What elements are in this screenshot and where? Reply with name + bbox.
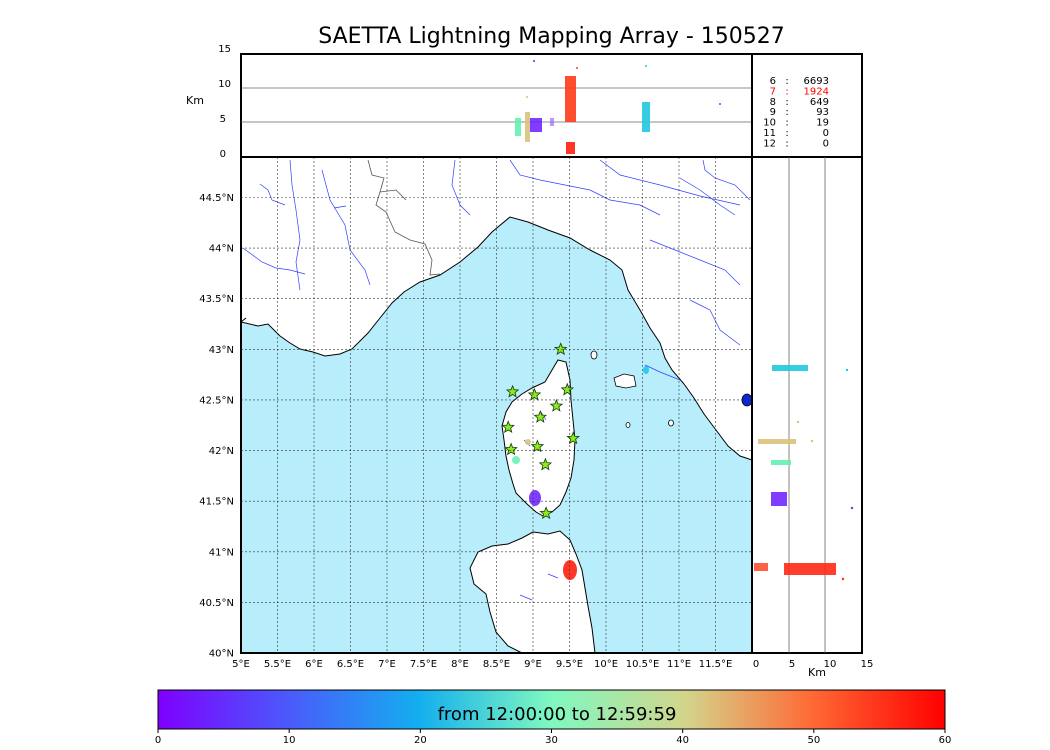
count-value: 19 — [816, 118, 829, 129]
count-separator: : — [785, 86, 788, 97]
lat-label: 43.5°N — [199, 294, 234, 305]
count-label: 6 — [770, 76, 776, 87]
count-separator: : — [785, 107, 788, 118]
colorbar-tick: 30 — [545, 735, 558, 746]
lon-label: 10.5°E — [626, 659, 660, 670]
graticule — [241, 157, 752, 653]
top-ylabel: Km — [186, 94, 204, 107]
lon-label: 6°E — [305, 659, 323, 670]
colorbar-tick: 50 — [807, 735, 820, 746]
station-star-icon — [539, 506, 553, 520]
map-panel: 44.5°N 44°N 43.5°N 43°N 42.5°N 42°N 41.5°N 41°N… — [199, 156, 753, 670]
count-label: 9 — [770, 107, 776, 118]
count-value: 649 — [810, 97, 829, 108]
lat-label: 43°N — [209, 345, 234, 356]
count-value: 0 — [823, 138, 829, 149]
count-label: 12 — [763, 138, 776, 149]
lon-label: 5.5°E — [264, 659, 291, 670]
count-separator: : — [785, 128, 788, 139]
count-separator: : — [785, 138, 788, 149]
ytick-15: 15 — [218, 44, 231, 55]
side-xtick-10: 10 — [824, 659, 837, 670]
lon-label: 10°E — [594, 659, 618, 670]
station-star-icon — [553, 342, 568, 356]
count-label: 10 — [763, 118, 776, 129]
lon-label: 7.5°E — [410, 659, 437, 670]
longitude-labels: 5°E 5.5°E 6°E 6.5°E 7°E 7.5°E 8°E 8.5°E 9°E 9.5°E… — [232, 659, 732, 670]
side-xlabel: Km — [808, 666, 826, 679]
lma-stations — [501, 342, 580, 520]
station-star-icon — [538, 457, 553, 471]
station-star-icon — [549, 398, 564, 412]
lat-label: 44.5°N — [199, 193, 234, 204]
lon-label: 11°E — [667, 659, 691, 670]
colorbar-tick: 40 — [676, 735, 689, 746]
lat-label: 40°N — [209, 649, 234, 660]
lon-label: 9°E — [524, 659, 542, 670]
side-xtick-15: 15 — [861, 659, 874, 670]
lon-label: 5°E — [232, 659, 250, 670]
colorbar-tick: 20 — [414, 735, 427, 746]
corsica-island — [501, 359, 576, 517]
elba-island — [613, 373, 637, 389]
count-separator: : — [785, 76, 788, 87]
lat-label: 41.5°N — [199, 497, 234, 508]
colorbar: from 12:00:00 to 12:59:59 0 10 20 30 40 50 60 — [155, 689, 952, 746]
station-star-icon — [530, 439, 545, 453]
count-value: 6693 — [804, 76, 829, 87]
station-star-icon — [560, 382, 575, 396]
altitude-time-panel: 6: 6693 7: 1924 8: 649 9: 93 10: 19 11: 0 12: 0 15 10… — [186, 44, 863, 160]
lat-label: 42°N — [209, 446, 234, 457]
station-star-icon — [566, 431, 580, 445]
altitude-counts-list: 6: 6693 7: 1924 8: 649 9: 93 10: 19 11: 0 12: 0 — [763, 76, 829, 149]
sardinia-island — [469, 530, 596, 653]
lon-label: 9.5°E — [556, 659, 583, 670]
altitude-latitude-panel: 0 5 10 15 Km — [751, 156, 874, 679]
lat-label: 42.5°N — [199, 395, 234, 406]
latitude-labels: 44.5°N 44°N 43.5°N 43°N 42.5°N 42°N 41.5°N 41°N… — [199, 193, 234, 660]
altitude-scatter — [515, 60, 721, 154]
station-star-icon — [505, 384, 520, 398]
station-star-icon — [533, 409, 548, 423]
colorbar-tick: 60 — [939, 735, 952, 746]
side-scatter — [754, 365, 854, 581]
count-separator: : — [785, 97, 788, 108]
colorbar-ticks: 0 10 20 30 40 50 60 — [155, 729, 952, 746]
lat-label: 41°N — [209, 547, 234, 558]
colorbar-tick: 10 — [283, 735, 296, 746]
station-star-icon — [527, 387, 542, 401]
station-star-icon — [501, 420, 515, 433]
lat-label: 40.5°N — [199, 598, 234, 609]
count-label: 11 — [763, 128, 776, 139]
count-label: 8 — [770, 97, 776, 108]
country-borders — [367, 159, 441, 276]
ytick-10: 10 — [218, 79, 231, 90]
colorbar-tick: 0 — [155, 735, 161, 746]
station-star-icon — [504, 442, 518, 456]
lat-label: 44°N — [209, 244, 234, 255]
ytick-5: 5 — [220, 114, 226, 125]
lon-label: 8.5°E — [483, 659, 510, 670]
figure-title: SAETTA Lightning Mapping Array - 150527 — [318, 24, 785, 49]
count-value: 1924 — [804, 86, 829, 97]
side-xtick-5: 5 — [789, 659, 795, 670]
count-separator: : — [785, 118, 788, 129]
count-label: 7 — [770, 86, 776, 97]
lightning-map-clusters — [512, 366, 649, 580]
lon-label: 6.5°E — [337, 659, 364, 670]
lon-label: 7°E — [378, 659, 396, 670]
lon-label: 11.5°E — [699, 659, 733, 670]
count-value: 93 — [816, 107, 829, 118]
ytick-0: 0 — [220, 149, 226, 160]
counts-panel — [751, 53, 863, 158]
rivers — [242, 159, 751, 601]
side-xtick-0: 0 — [753, 659, 759, 670]
count-value: 0 — [823, 128, 829, 139]
colorbar-label: from 12:00:00 to 12:59:59 — [438, 704, 677, 725]
lon-label: 8°E — [451, 659, 469, 670]
